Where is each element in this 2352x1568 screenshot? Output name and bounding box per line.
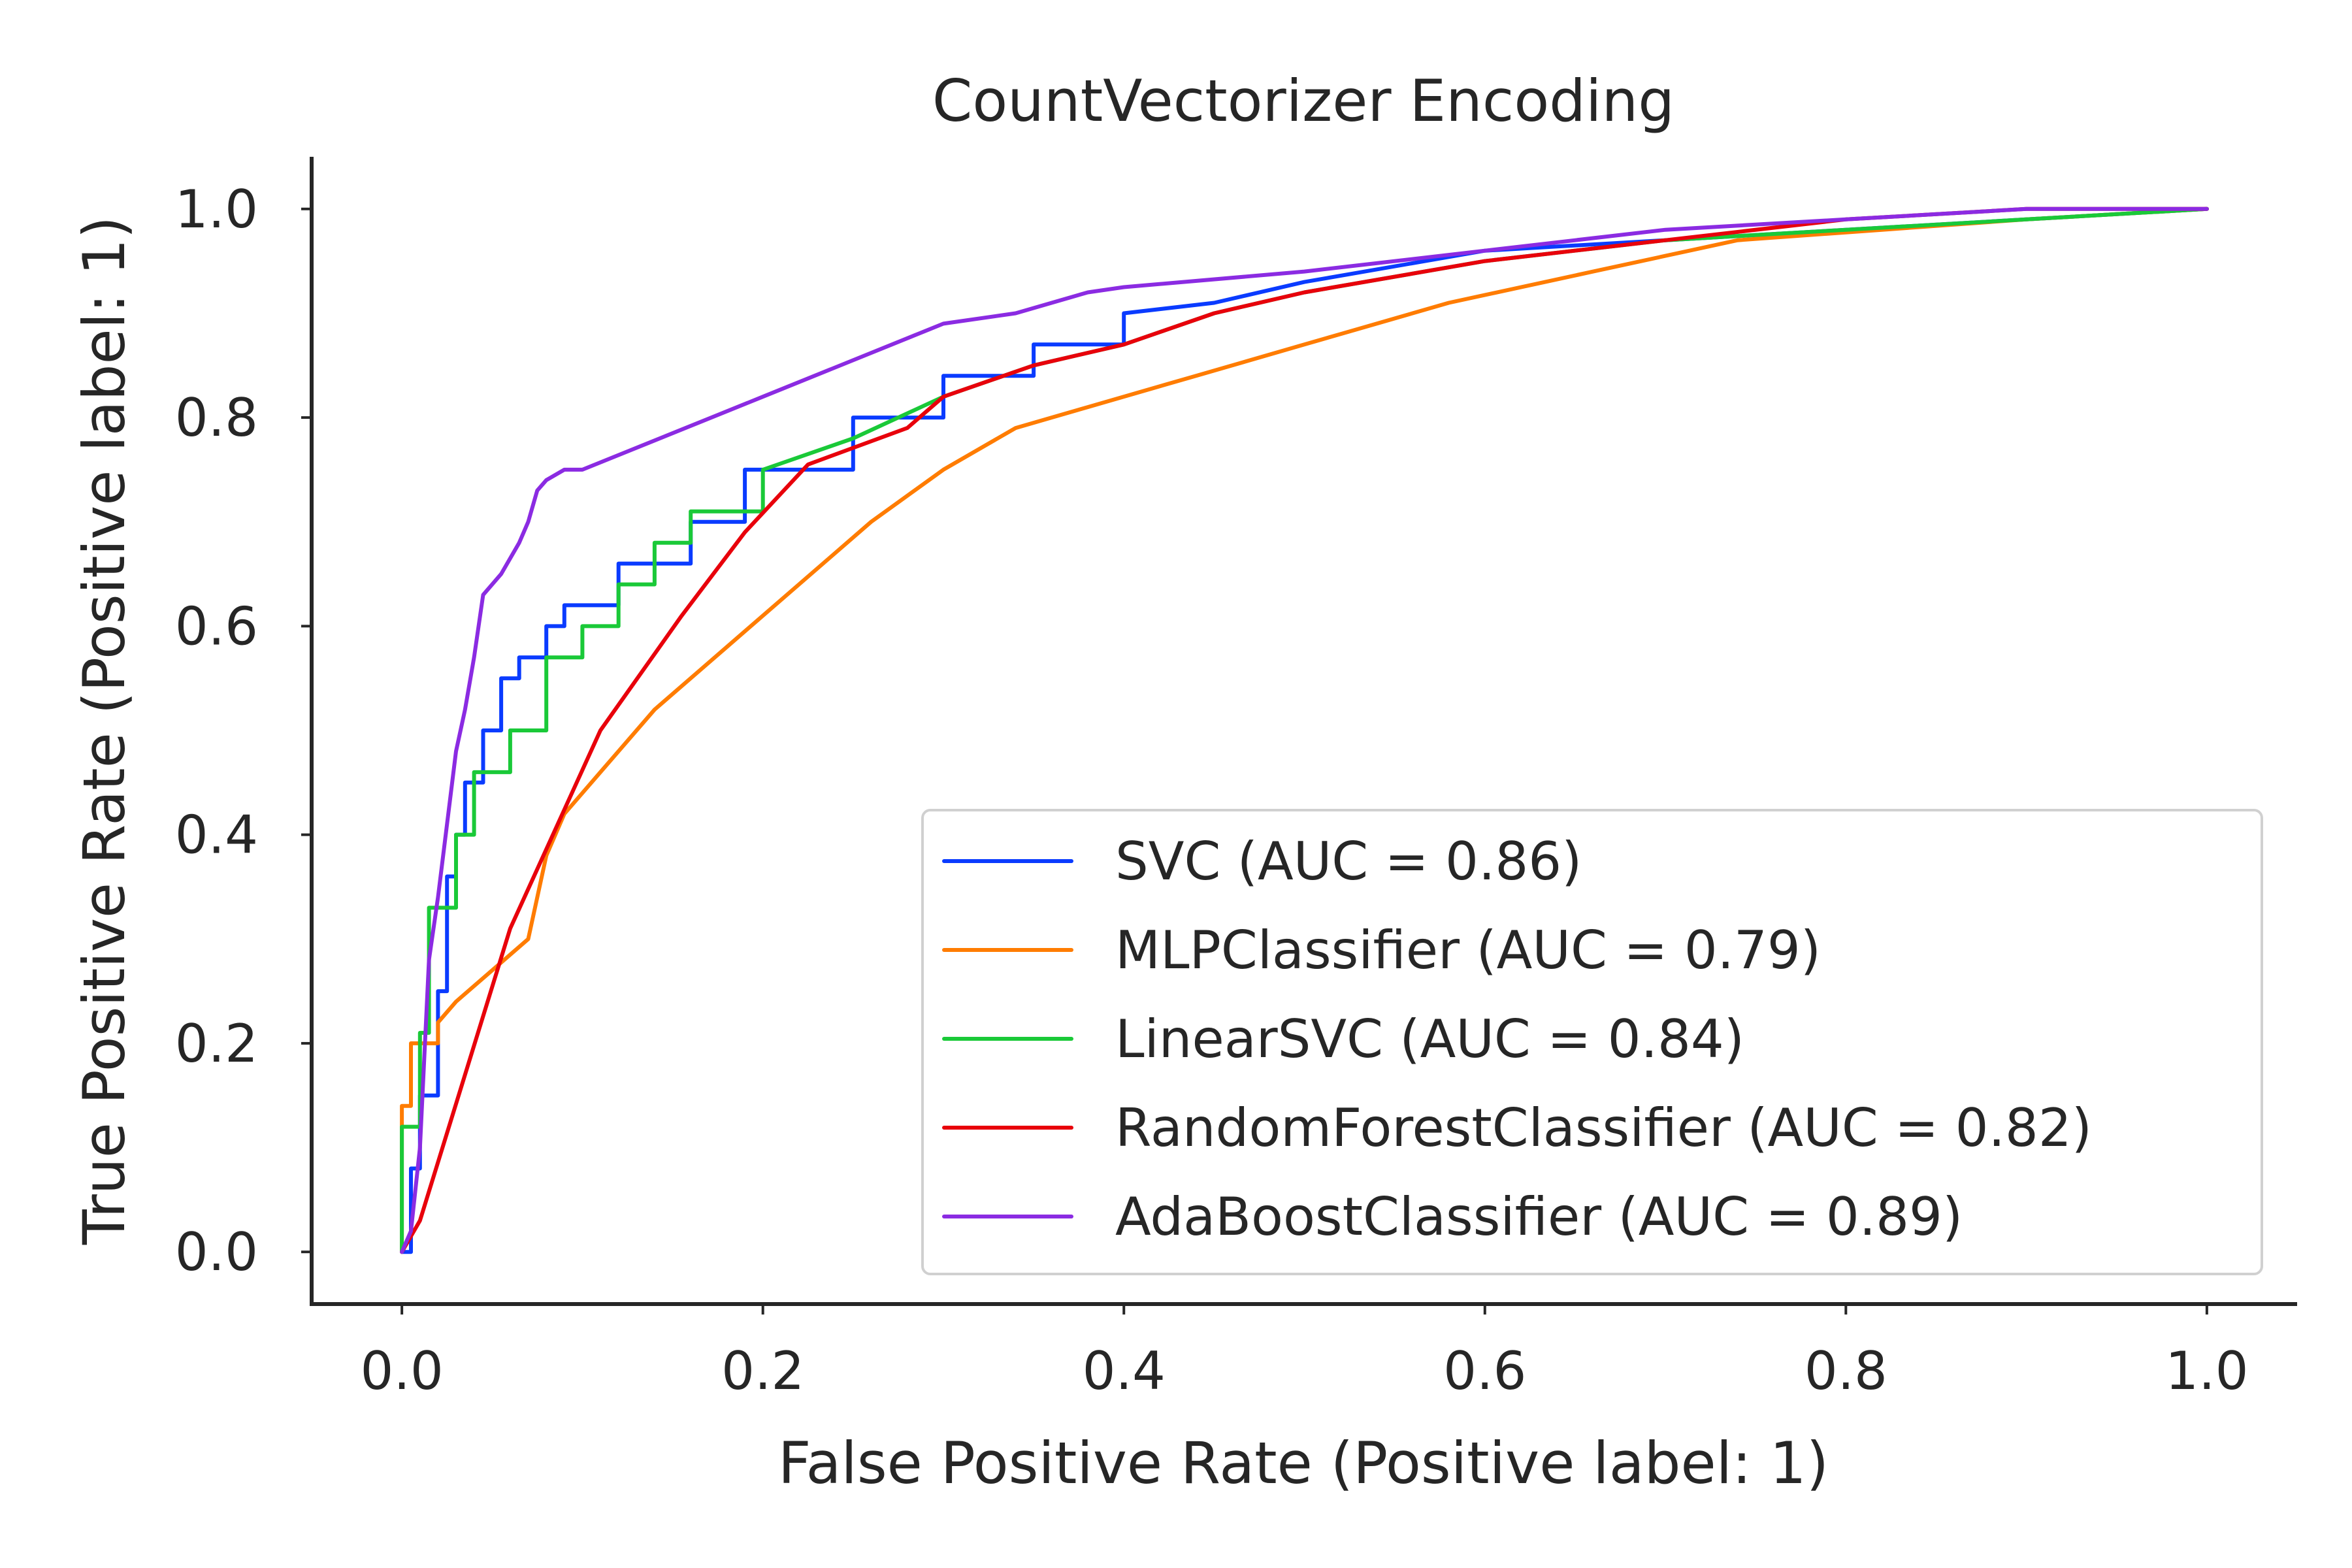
x-tick-label-4: 0.8: [1805, 1341, 1887, 1401]
legend-label-0: SVC (AUC = 0.86): [1115, 831, 1582, 892]
y-tick-label-1: 0.2: [175, 1013, 258, 1074]
y-tick-label-3: 0.6: [175, 596, 258, 657]
series-line-4: [400, 206, 2209, 1254]
series-line-3: [400, 206, 2209, 1254]
y-tick-label-5: 1.0: [175, 179, 258, 240]
x-tick-label-2: 0.4: [1083, 1341, 1166, 1401]
x-axis-label: False Positive Rate (Positive label: 1): [778, 1429, 1829, 1497]
series-line-0: [400, 206, 2209, 1254]
y-tick-label-4: 0.8: [175, 387, 258, 448]
y-tick-label-2: 0.4: [175, 805, 258, 866]
legend-box: [921, 809, 2263, 1275]
x-tick-label-1: 0.2: [721, 1341, 804, 1401]
legend-entries: SVC (AUC = 0.86) MLPClassifier (AUC = 0.7…: [942, 831, 2092, 1247]
series-layer: [400, 206, 2209, 1254]
x-tick-label-0: 0.0: [361, 1341, 444, 1401]
y-axis-label: True Positive Rate (Positive label: 1): [71, 216, 138, 1245]
chart-title: CountVectorizer Encoding: [932, 67, 1674, 135]
legend: SVC (AUC = 0.86) MLPClassifier (AUC = 0.7…: [921, 809, 2263, 1275]
y-ticks: 0.0 0.2 0.4 0.6 0.8 1.0: [175, 179, 312, 1282]
legend-label-2: LinearSVC (AUC = 0.84): [1115, 1009, 1744, 1070]
y-tick-label-0: 0.0: [175, 1222, 258, 1282]
x-ticks: 0.0 0.2 0.4 0.6 0.8 1.0: [361, 1304, 2248, 1401]
legend-label-4: AdaBoostClassifier (AUC = 0.89): [1115, 1186, 1963, 1247]
x-tick-label-5: 1.0: [2165, 1341, 2248, 1401]
legend-label-1: MLPClassifier (AUC = 0.79): [1115, 920, 1821, 981]
legend-label-3: RandomForestClassifier (AUC = 0.82): [1115, 1098, 2092, 1158]
x-tick-label-3: 0.6: [1443, 1341, 1526, 1401]
series-line-1: [400, 206, 2209, 1254]
